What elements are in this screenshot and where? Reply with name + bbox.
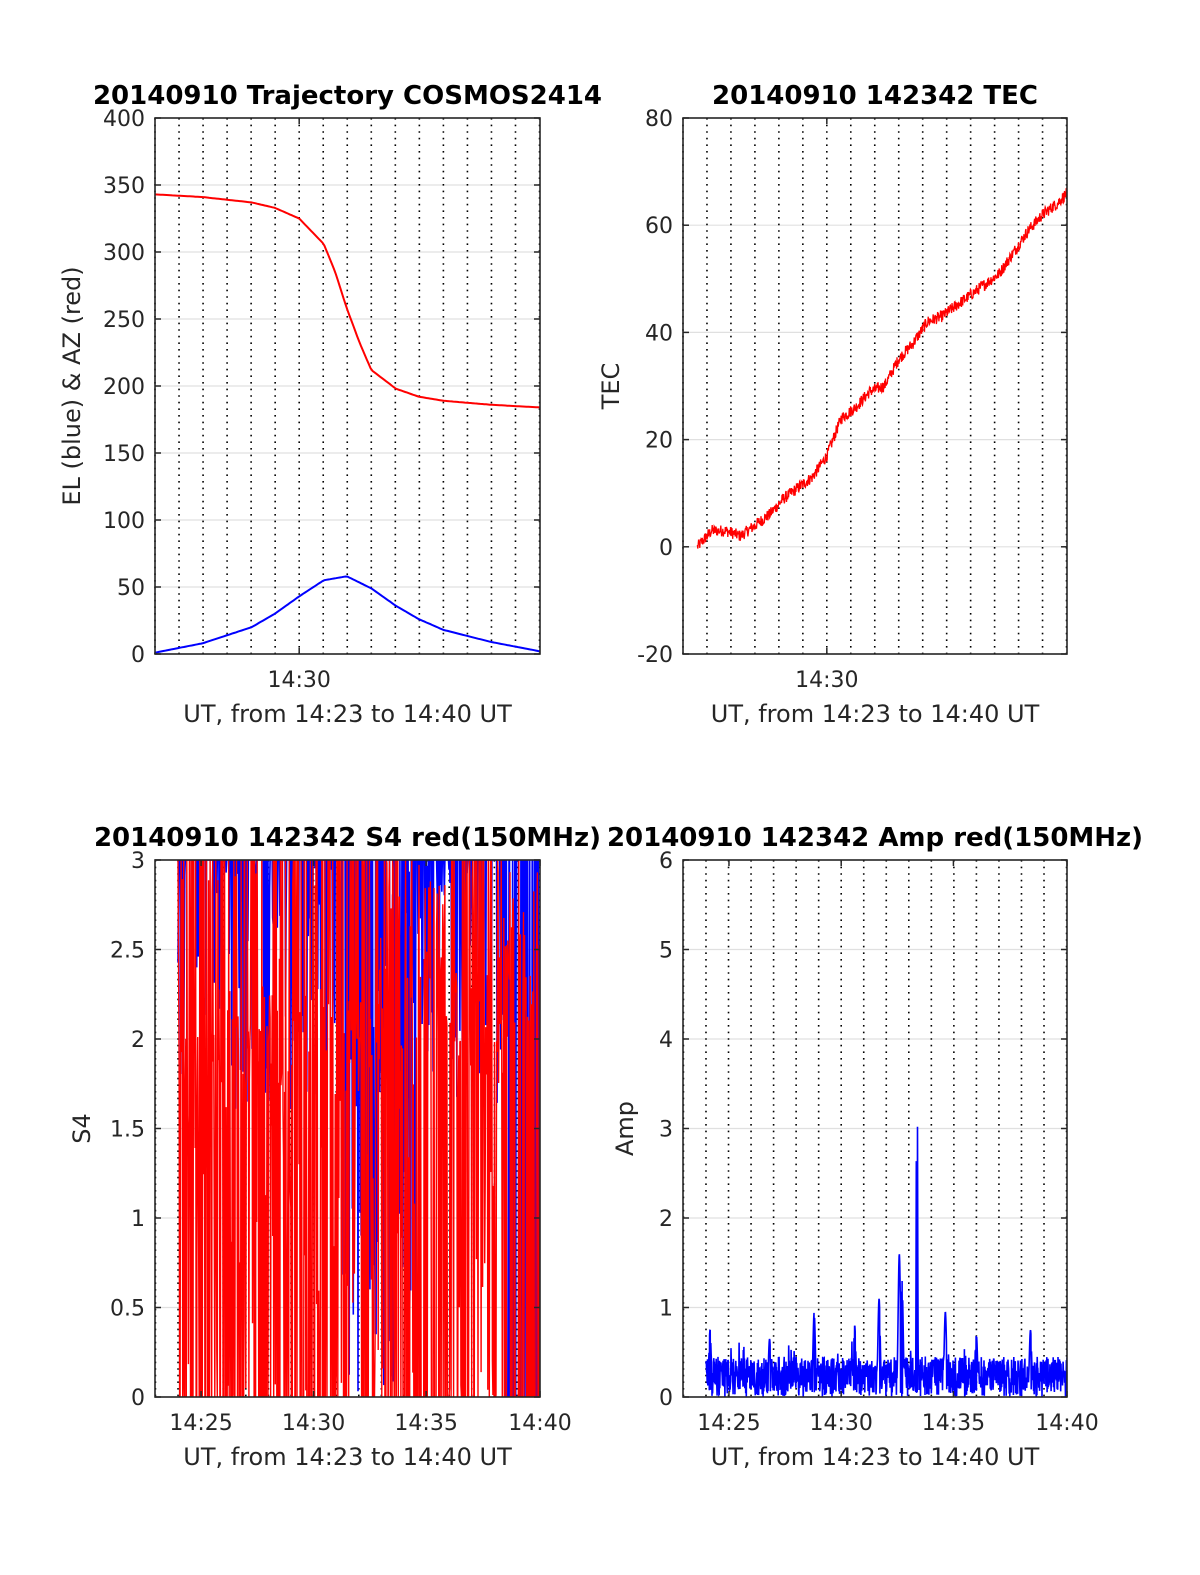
chart-panel-1: 0 50 100 150 200 250 300 350 400 14:30 20140910 Tr…	[58, 81, 602, 728]
y-tick-label: 200	[103, 375, 145, 400]
chart-title: 20140910 142342 S4 red(150MHz)	[94, 823, 601, 853]
x-tick-label: 14:30	[282, 1411, 345, 1436]
y-tick-label: 300	[103, 241, 145, 266]
y-tick-label: 4	[659, 1028, 673, 1053]
x-tick-label: 14:30	[795, 668, 858, 693]
y-tick-label: 350	[103, 174, 145, 199]
x-axis-label: UT, from 14:23 to 14:40 UT	[711, 1443, 1040, 1471]
y-tick-label: 2.5	[110, 939, 145, 964]
chart-title: 20140910 142342 Amp red(150MHz)	[607, 823, 1143, 853]
y-tick-label: 60	[645, 214, 673, 239]
chart-panel-2: -20 0 20 40 60 80 14:30 20140910 142342 TEC UT, …	[597, 81, 1068, 728]
y-tick-label: 6	[659, 849, 673, 874]
data-layer	[705, 1126, 1067, 1397]
y-tick-label: 1	[659, 1297, 673, 1322]
y-tick-label: 0	[659, 536, 673, 561]
x-tick-label: 14:25	[697, 1411, 760, 1436]
x-tick-label: 14:40	[1035, 1411, 1098, 1436]
data-layer	[696, 187, 1067, 549]
y-axis-label: Amp	[611, 1101, 639, 1156]
series-line-amp	[705, 1126, 1067, 1397]
y-tick-label: 150	[103, 442, 145, 467]
axes-box	[682, 117, 1068, 655]
x-tick-label: 14:35	[394, 1411, 457, 1436]
y-tick-label: 3	[659, 1118, 673, 1143]
y-tick-label: 2	[131, 1028, 145, 1053]
y-tick-label: 50	[117, 576, 145, 601]
y-tick-label: 40	[645, 321, 673, 346]
y-tick-label: 0	[131, 1386, 145, 1411]
x-tick-label: 14:40	[508, 1411, 571, 1436]
x-tick-label: 14:30	[267, 668, 330, 693]
y-tick-label: 100	[103, 509, 145, 534]
x-axis-label: UT, from 14:23 to 14:40 UT	[183, 700, 512, 728]
y-tick-label: 1.5	[110, 1118, 145, 1143]
series-line-az	[155, 193, 540, 409]
y-tick-label: 5	[659, 939, 673, 964]
x-tick-label: 14:30	[809, 1411, 872, 1436]
series-line-red	[177, 860, 540, 1397]
y-tick-label: 250	[103, 308, 145, 333]
chart-panel-3: 0 0.5 1 1.5 2 2.5 3 14:25 14:30 14:35 14:40 2014091…	[68, 823, 601, 1471]
chart-title: 20140910 Trajectory COSMOS2414	[93, 81, 602, 111]
data-layer	[155, 193, 540, 654]
y-tick-label: 1	[131, 1207, 145, 1232]
y-tick-label: 0.5	[110, 1297, 145, 1322]
series-line-tec	[696, 187, 1067, 549]
x-tick-label: 14:35	[922, 1411, 985, 1436]
y-axis-label: TEC	[597, 363, 625, 411]
x-axis-label: UT, from 14:23 to 14:40 UT	[711, 700, 1040, 728]
y-tick-label: -20	[637, 643, 673, 668]
series-line-el	[155, 575, 540, 654]
chart-panel-4: 0 1 2 3 4 5 6 14:25 14:30 14:35 14:40 20140910 1423…	[607, 823, 1143, 1471]
y-tick-label: 3	[131, 849, 145, 874]
chart-title: 20140910 142342 TEC	[712, 81, 1038, 111]
y-tick-label: 20	[645, 429, 673, 454]
y-axis-label: S4	[68, 1113, 96, 1144]
x-axis-label: UT, from 14:23 to 14:40 UT	[183, 1443, 512, 1471]
y-tick-label: 80	[645, 107, 673, 132]
y-tick-label: 400	[103, 107, 145, 132]
y-tick-label: 0	[659, 1386, 673, 1411]
y-tick-label: 2	[659, 1207, 673, 1232]
data-layer	[177, 860, 540, 1397]
series-line-blue	[177, 860, 540, 1397]
y-axis-label: EL (blue) & AZ (red)	[58, 266, 86, 505]
x-tick-label: 14:25	[169, 1411, 232, 1436]
y-tick-label: 0	[131, 643, 145, 668]
